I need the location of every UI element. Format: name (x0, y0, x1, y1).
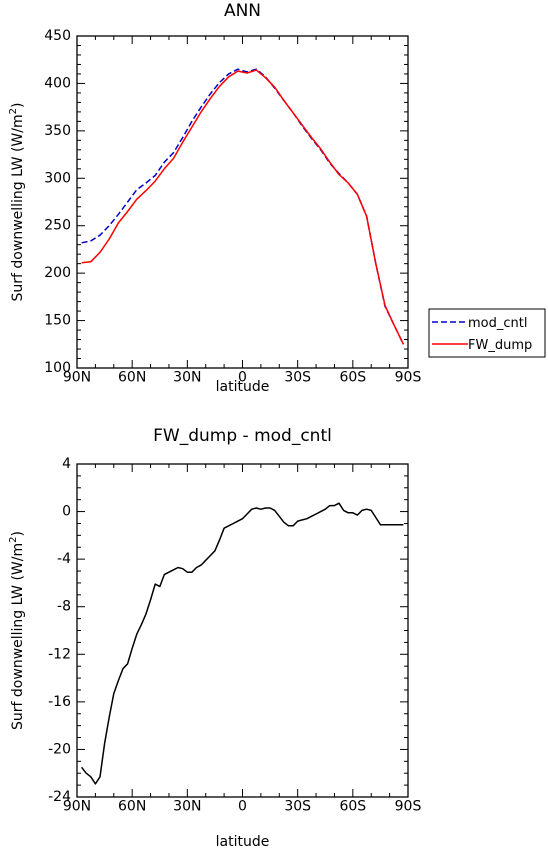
x-tick-label: 60S (339, 799, 366, 815)
chart-title: ANN (224, 1, 261, 21)
x-tick-label: 60S (339, 370, 366, 386)
x-axis-ticks: 90N 60N 30N 0 30S 60S 90S (63, 36, 422, 386)
y-tick-label: 150 (44, 313, 71, 329)
y-axis-ticks: 100 150 200 250 300 350 400 450 (44, 28, 408, 376)
x-tick-label: 90S (395, 370, 422, 386)
x-tick-label: 90N (63, 370, 91, 386)
series-line-mod-cntl (81, 68, 405, 345)
y-tick-label: 400 (44, 75, 71, 91)
series-line-fw-dump (81, 69, 405, 345)
x-axis-ticks: 90N 60N 30N 0 30S 60S 90S (63, 464, 422, 815)
y-tick-label: 0 (62, 504, 71, 520)
x-tick-label: 90S (395, 799, 422, 815)
difference-chart-panel: FW_dump - mod_cntl latitude Surf downwel… (8, 426, 421, 850)
chart-title: FW_dump - mod_cntl (153, 426, 332, 446)
y-tick-label: 100 (44, 360, 71, 376)
y-tick-label: -8 (57, 599, 71, 615)
y-tick-label: 200 (44, 265, 71, 281)
legend-label-fw-dump: FW_dump (468, 338, 532, 353)
series-lines (81, 502, 404, 785)
x-tick-label: 30S (284, 799, 311, 815)
y-tick-label: -20 (48, 741, 71, 757)
y-tick-label: 450 (44, 28, 71, 44)
legend-label-mod-cntl: mod_cntl (468, 316, 527, 331)
y-tick-label: -4 (57, 551, 71, 567)
series-line-difference (81, 502, 404, 785)
x-tick-label: 90N (63, 799, 91, 815)
x-axis-label: latitude (216, 834, 270, 850)
annual-chart-panel: ANN latitude Surf downwelling LW (W/m2) … (8, 1, 421, 395)
y-axis-label: Surf downwelling LW (W/m2) (8, 531, 26, 730)
x-tick-label: 0 (238, 799, 247, 815)
y-tick-label: 350 (44, 123, 71, 139)
legend-box (428, 308, 546, 358)
y-tick-label: 4 (62, 456, 71, 472)
x-axis-label: latitude (216, 379, 270, 395)
x-tick-label: 30N (173, 799, 201, 815)
y-tick-label: 250 (44, 218, 71, 234)
y-tick-label: -12 (48, 646, 71, 662)
x-tick-label: 60N (118, 799, 146, 815)
x-tick-label: 30N (173, 370, 201, 386)
y-tick-label: 300 (44, 170, 71, 186)
series-lines (81, 68, 405, 345)
x-tick-label: 60N (118, 370, 146, 386)
x-tick-label: 30S (284, 370, 311, 386)
legend: mod_cntl FW_dump (428, 308, 546, 358)
x-tick-label: 0 (238, 370, 247, 386)
plot-frame (76, 35, 409, 369)
y-tick-label: -24 (48, 789, 71, 805)
y-axis-ticks: -24 -20 -16 -12 -8 -4 0 4 (48, 456, 408, 805)
y-tick-label: -16 (48, 694, 71, 710)
y-axis-label: Surf downwelling LW (W/m2) (8, 103, 26, 302)
